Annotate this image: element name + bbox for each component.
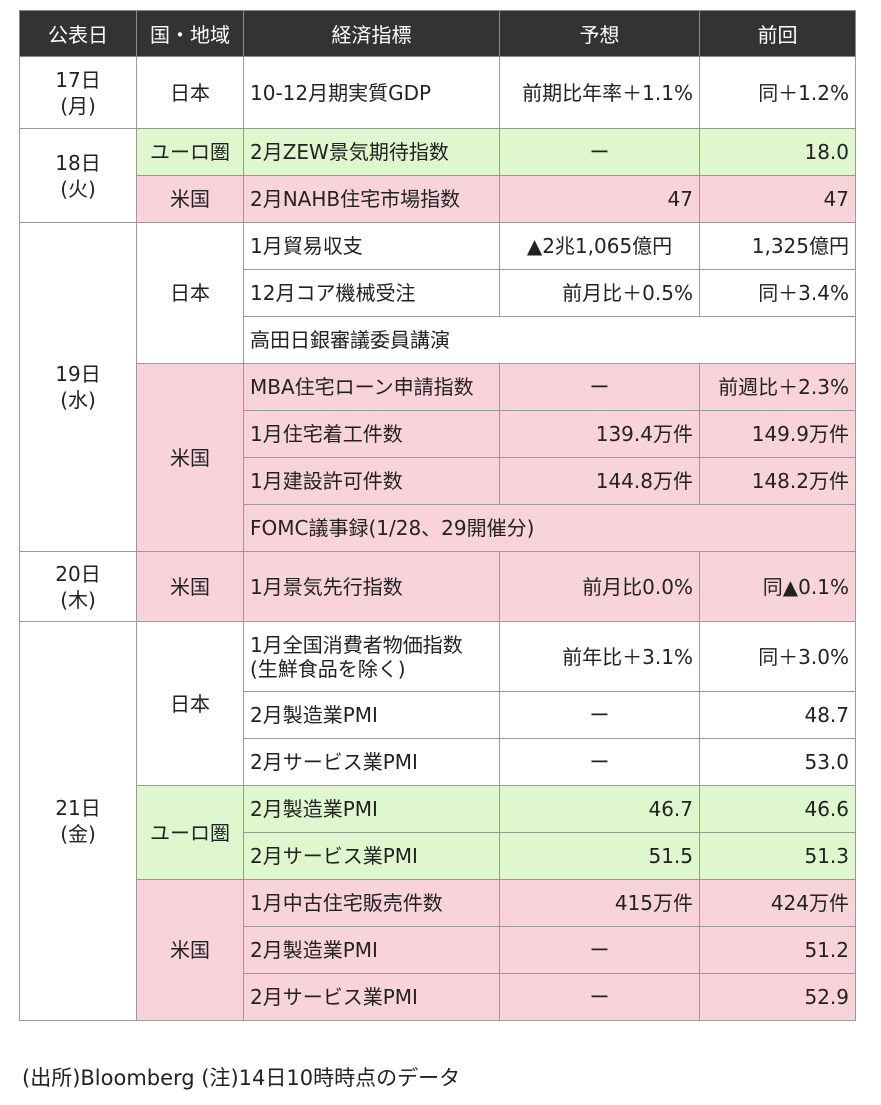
table-row: 米国 1月中古住宅販売件数 415万件 424万件 <box>20 879 856 1021</box>
previous-cell: 47 <box>699 175 856 223</box>
region-cell: ユーロ圏 <box>136 128 244 176</box>
event-cell: 高田日銀審議委員講演 <box>243 316 856 364</box>
forecast-cell: ー <box>499 691 700 739</box>
previous-cell: 46.6 <box>699 785 856 833</box>
table-row: 1月建設許可件数 144.8万件 148.2万件 <box>20 457 856 505</box>
header-date: 公表日 <box>19 10 137 57</box>
forecast-cell: 前月比＋0.5% <box>499 269 700 317</box>
previous-cell: 同＋3.4% <box>699 269 856 317</box>
header-indicator: 経済指標 <box>243 10 500 57</box>
previous-cell: 149.9万件 <box>699 410 856 458</box>
indicator-cell: 2月サービス業PMI <box>243 973 500 1021</box>
previous-cell: 1,325億円 <box>699 222 856 270</box>
previous-cell: 同▲0.1% <box>699 551 856 622</box>
region-cell: ユーロ圏 <box>136 785 244 880</box>
region-cell: 日本 <box>136 621 244 786</box>
region-cell: 米国 <box>136 879 244 1021</box>
indicator-cell: 1月中古住宅販売件数 <box>243 879 500 927</box>
previous-cell: 52.9 <box>699 973 856 1021</box>
table-row: 2月サービス業PMI ー 52.9 <box>20 973 856 1021</box>
previous-cell: 148.2万件 <box>699 457 856 505</box>
previous-cell: 同＋1.2% <box>699 56 856 129</box>
event-cell: FOMC議事録(1/28、29開催分) <box>243 504 856 552</box>
forecast-cell: 51.5 <box>499 832 700 880</box>
indicator-cell: 1月景気先行指数 <box>243 551 500 622</box>
table-row: 21日 (金) 日本 1月全国消費者物価指数 (生鮮食品を除く) 前年比＋3.1% … <box>19 621 856 1021</box>
header-forecast: 予想 <box>499 10 700 57</box>
forecast-cell: 144.8万件 <box>499 457 700 505</box>
forecast-cell: 139.4万件 <box>499 410 700 458</box>
table-row: 20日 (木) 米国 1月景気先行指数 前月比0.0% 同▲0.1% <box>19 551 856 622</box>
source-note: (出所)Bloomberg (注)14日10時時点のデータ <box>22 1066 461 1090</box>
forecast-cell: ー <box>499 128 700 176</box>
forecast-cell: ▲2兆1,065億円 <box>499 222 700 270</box>
indicator-cell: 2月NAHB住宅市場指数 <box>243 175 500 223</box>
previous-cell: 前週比＋2.3% <box>699 363 856 411</box>
indicator-cell: 2月ZEW景気期待指数 <box>243 128 500 176</box>
date-cell: 19日 (水) <box>19 222 137 552</box>
date-cell: 21日 (金) <box>19 621 137 1021</box>
date-cell: 17日 (月) <box>19 56 137 129</box>
indicator-cell: 2月サービス業PMI <box>243 738 500 786</box>
indicator-cell: 2月製造業PMI <box>243 926 500 974</box>
indicator-cell: 2月製造業PMI <box>243 691 500 739</box>
previous-cell: 48.7 <box>699 691 856 739</box>
forecast-cell: 46.7 <box>499 785 700 833</box>
indicator-cell: 2月製造業PMI <box>243 785 500 833</box>
table-row: 2月製造業PMI ー 51.2 <box>20 926 856 974</box>
date-cell: 18日 (火) <box>19 128 137 223</box>
forecast-cell: ー <box>499 738 700 786</box>
header-previous: 前回 <box>699 10 856 57</box>
previous-cell: 424万件 <box>699 879 856 927</box>
previous-cell: 53.0 <box>699 738 856 786</box>
table-row: 米国 MBA住宅ローン申請指数 ー 前週比＋2.3% <box>20 363 856 552</box>
table-row: 19日 (水) 日本 1月貿易収支 ▲2兆1,065億円 1,325億円 <box>19 222 856 552</box>
table-row: 1月住宅着工件数 139.4万件 149.9万件 <box>20 410 856 458</box>
indicator-cell: 1月住宅着工件数 <box>243 410 500 458</box>
region-cell: 日本 <box>136 222 244 364</box>
region-cell: 米国 <box>136 175 244 223</box>
table-row: 18日 (火) ユーロ圏 2月ZEW景気期待指数 ー 18.0 <box>19 128 856 223</box>
region-cell: 米国 <box>136 363 244 552</box>
header-row: 公表日 国・地域 経済指標 予想 前回 <box>19 10 856 57</box>
region-cell: 米国 <box>136 551 244 622</box>
table-row: 17日 (月) 日本 10-12月期実質GDP 前期比年率＋1.1% 同＋1.2% <box>19 56 856 129</box>
indicator-table: 公表日 国・地域 経済指標 予想 前回 17日 (月) 日本 10-12月期実質G… <box>19 10 856 1021</box>
table-row: ユーロ圏 2月製造業PMI 46.7 46.6 <box>20 785 856 880</box>
forecast-cell: 前月比0.0% <box>499 551 700 622</box>
previous-cell: 51.2 <box>699 926 856 974</box>
indicator-cell: 2月サービス業PMI <box>243 832 500 880</box>
previous-cell: 51.3 <box>699 832 856 880</box>
forecast-cell: 前年比＋3.1% <box>499 621 700 692</box>
table-row: FOMC議事録(1/28、29開催分) <box>20 504 856 552</box>
economic-calendar: 公表日 国・地域 経済指標 予想 前回 17日 (月) 日本 10-12月期実質G… <box>19 10 856 1021</box>
table-row: 12月コア機械受注 前月比＋0.5% 同＋3.4% <box>20 269 856 317</box>
table-row: 高田日銀審議委員講演 <box>20 316 856 364</box>
table-row: 2月製造業PMI ー 48.7 <box>20 691 856 739</box>
indicator-cell: 10-12月期実質GDP <box>243 56 500 129</box>
forecast-cell: 前期比年率＋1.1% <box>499 56 700 129</box>
forecast-cell: 415万件 <box>499 879 700 927</box>
indicator-cell: MBA住宅ローン申請指数 <box>243 363 500 411</box>
forecast-cell: ー <box>499 973 700 1021</box>
forecast-cell: ー <box>499 363 700 411</box>
indicator-cell: 1月全国消費者物価指数 (生鮮食品を除く) <box>243 621 500 692</box>
forecast-cell: ー <box>499 926 700 974</box>
table-row: 2月サービス業PMI ー 53.0 <box>20 738 856 786</box>
indicator-cell: 1月建設許可件数 <box>243 457 500 505</box>
table-row: 米国 2月NAHB住宅市場指数 47 47 <box>20 175 856 223</box>
indicator-cell: 12月コア機械受注 <box>243 269 500 317</box>
date-cell: 20日 (木) <box>19 551 137 622</box>
previous-cell: 同＋3.0% <box>699 621 856 692</box>
forecast-cell: 47 <box>499 175 700 223</box>
indicator-cell: 1月貿易収支 <box>243 222 500 270</box>
region-cell: 日本 <box>136 56 244 129</box>
previous-cell: 18.0 <box>699 128 856 176</box>
header-region: 国・地域 <box>136 10 244 57</box>
